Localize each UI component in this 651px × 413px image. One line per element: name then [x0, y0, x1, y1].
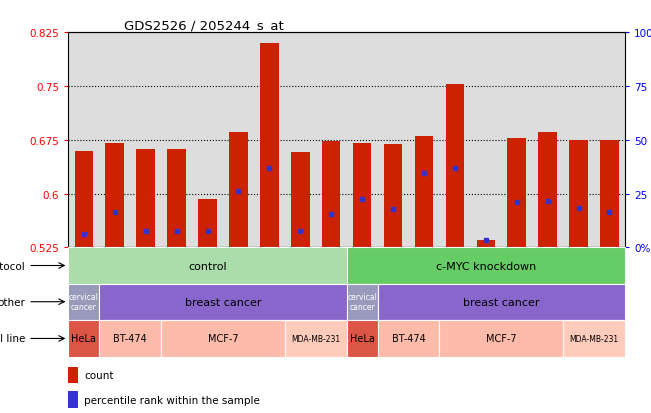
Bar [563, 320, 625, 357]
Text: BT-474: BT-474 [392, 334, 425, 344]
Bar [161, 320, 284, 357]
Bar [99, 320, 161, 357]
Bar [538, 133, 557, 248]
Text: BT-474: BT-474 [113, 334, 147, 344]
Bar [284, 320, 346, 357]
Bar [198, 199, 217, 248]
Text: MDA-MB-231: MDA-MB-231 [291, 334, 340, 343]
Bar [68, 392, 78, 408]
Bar [346, 284, 378, 320]
Bar [353, 143, 371, 248]
Bar [167, 150, 186, 248]
Text: c-MYC knockdown: c-MYC knockdown [436, 261, 536, 271]
Bar [68, 248, 346, 284]
Bar [445, 85, 464, 248]
Text: other: other [0, 297, 25, 307]
Bar [260, 44, 279, 248]
Bar [346, 248, 625, 284]
Text: breast cancer: breast cancer [185, 297, 261, 307]
Bar [322, 142, 340, 248]
Bar [507, 139, 526, 248]
Text: protocol: protocol [0, 261, 25, 271]
Text: MCF-7: MCF-7 [208, 334, 238, 344]
Text: MDA-MB-231: MDA-MB-231 [570, 334, 618, 343]
Text: control: control [188, 261, 227, 271]
Bar [68, 368, 78, 383]
Text: HeLa: HeLa [350, 334, 374, 344]
Bar [74, 151, 93, 248]
Bar [383, 145, 402, 248]
Text: HeLa: HeLa [72, 334, 96, 344]
Bar [105, 144, 124, 248]
Text: cervical
cancer: cervical cancer [347, 292, 377, 312]
Bar [291, 152, 309, 248]
Text: breast cancer: breast cancer [463, 297, 540, 307]
Bar [477, 241, 495, 248]
Text: cell line: cell line [0, 334, 25, 344]
Bar [99, 284, 346, 320]
Bar [68, 320, 99, 357]
Text: percentile rank within the sample: percentile rank within the sample [84, 394, 260, 405]
Text: cervical
cancer: cervical cancer [69, 292, 99, 312]
Bar [415, 137, 433, 248]
Text: GDS2526 / 205244_s_at: GDS2526 / 205244_s_at [124, 19, 284, 32]
Text: count: count [84, 370, 113, 380]
Bar [229, 133, 247, 248]
Bar [439, 320, 563, 357]
Bar [346, 320, 378, 357]
Bar [569, 141, 588, 248]
Bar [378, 320, 439, 357]
Text: MCF-7: MCF-7 [486, 334, 517, 344]
Bar [68, 284, 99, 320]
Bar [600, 141, 618, 248]
Bar [136, 150, 155, 248]
Bar [378, 284, 625, 320]
